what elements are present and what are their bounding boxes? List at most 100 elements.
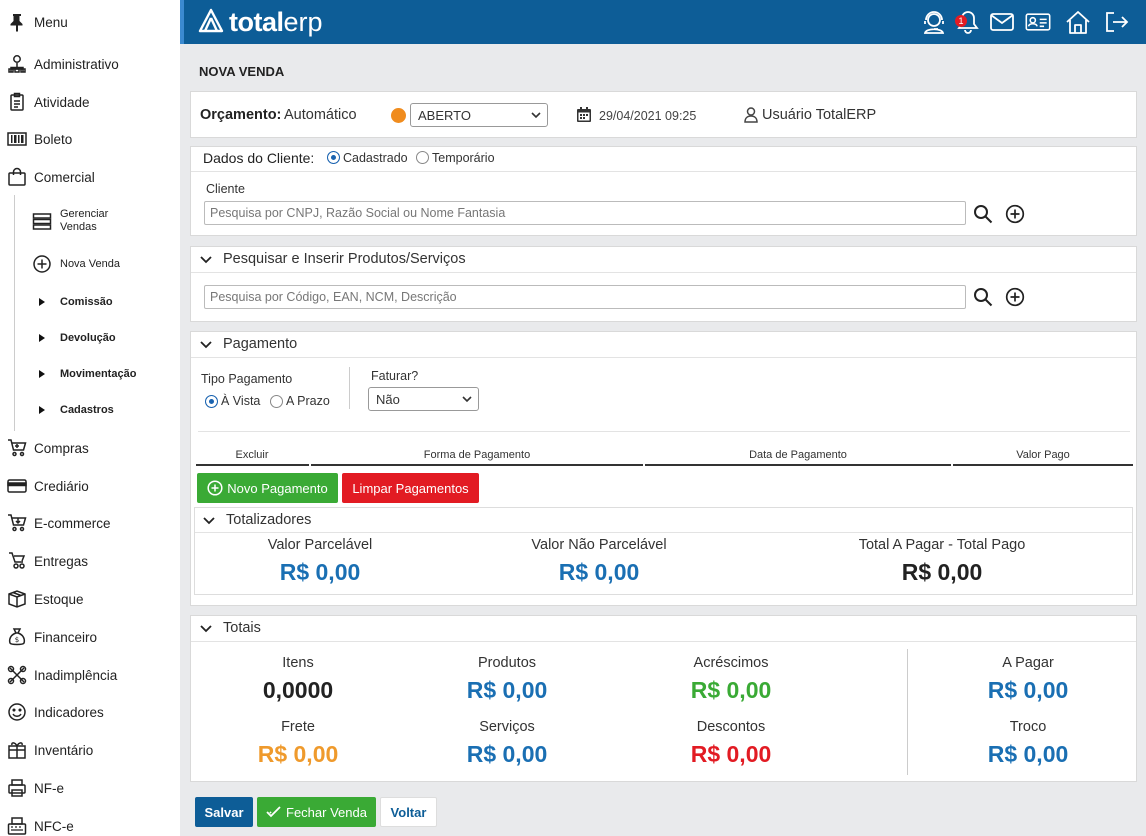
- col-header-excluir[interactable]: Excluir: [235, 449, 269, 461]
- total-a-pagar-value: R$ 0,00: [901, 559, 983, 585]
- chevron-down-icon[interactable]: [200, 625, 212, 633]
- sidebar-subitem-label: Nova Venda: [60, 258, 120, 270]
- a-pagar-label: A Pagar: [1002, 655, 1054, 671]
- sidebar-menu-toggle[interactable]: Menu: [0, 7, 180, 37]
- bell-icon[interactable]: [955, 9, 981, 35]
- sidebar-subitem-gerenciar-vendas[interactable]: Gerenciar Vendas: [0, 205, 180, 235]
- id-card-icon[interactable]: [1025, 9, 1051, 35]
- sidebar-item-label: Estoque: [34, 591, 84, 607]
- col-header-forma-pagamento[interactable]: Forma de Pagamento: [423, 449, 531, 461]
- salvar-label: Salvar: [204, 804, 244, 820]
- radio-temporario[interactable]: [416, 151, 429, 164]
- sidebar-subitem-label: Cadastros: [60, 404, 114, 416]
- salvar-button[interactable]: Salvar: [195, 797, 253, 827]
- cliente-field-label: Cliente: [206, 182, 245, 196]
- double-check-icon: [266, 806, 281, 818]
- top-bar: total erp 1: [180, 0, 1146, 44]
- sidebar-subitem-nova-venda[interactable]: Nova Venda: [0, 252, 180, 276]
- sidebar-item-ecommerce[interactable]: E-commerce: [0, 508, 180, 538]
- sidebar-item-boleto[interactable]: Boleto: [0, 124, 180, 154]
- sidebar-subitem-devolucao[interactable]: Devolução: [0, 330, 180, 348]
- chevron-down-icon[interactable]: [200, 341, 212, 349]
- sidebar-subitem-movimentacao[interactable]: Movimentação: [0, 366, 180, 384]
- caret-right-icon: [39, 370, 45, 378]
- search-icon[interactable]: [973, 204, 993, 224]
- sidebar-item-compras[interactable]: Compras: [0, 433, 180, 463]
- produtos-card: [190, 246, 1137, 322]
- box-icon: [8, 590, 26, 608]
- produtos-section-title[interactable]: Pesquisar e Inserir Produtos/Serviços: [223, 251, 466, 267]
- logout-icon[interactable]: [1103, 9, 1129, 35]
- smiley-icon: [8, 703, 26, 721]
- barcode-icon: [7, 132, 27, 146]
- fechar-venda-label: Fechar Venda: [286, 804, 367, 820]
- totalizadores-panel: [194, 507, 1133, 595]
- add-circle-icon[interactable]: [1005, 287, 1025, 307]
- sidebar-item-indicadores[interactable]: Indicadores: [0, 697, 180, 727]
- sidebar-item-nfce[interactable]: NFC-e: [0, 811, 180, 836]
- fechar-venda-button[interactable]: Fechar Venda: [257, 797, 376, 827]
- add-circle-icon[interactable]: [1005, 204, 1025, 224]
- gift-box-icon: [8, 742, 26, 759]
- sidebar: Menu Administrativo Atividade Boleto Com…: [0, 0, 180, 836]
- table-header-rule: [196, 464, 309, 466]
- voltar-button[interactable]: Voltar: [380, 797, 437, 827]
- chevron-down-icon[interactable]: [203, 517, 215, 525]
- orcamento-value: Automático: [284, 107, 357, 123]
- sidebar-item-crediario[interactable]: Crediário: [0, 471, 180, 501]
- sidebar-item-label: NF-e: [34, 780, 64, 796]
- servicos-value: R$ 0,00: [466, 741, 548, 767]
- totalizadores-title[interactable]: Totalizadores: [226, 512, 312, 528]
- novo-pagamento-label: Novo Pagamento: [227, 480, 328, 496]
- sidebar-subitem-label: Devolução: [60, 332, 116, 344]
- novo-pagamento-button[interactable]: Novo Pagamento: [197, 473, 338, 503]
- tipo-pagamento-label: Tipo Pagamento: [201, 372, 293, 386]
- cart-icon: [8, 439, 27, 457]
- radio-a-vista[interactable]: [205, 395, 218, 408]
- cliente-search-input[interactable]: [204, 201, 966, 225]
- app-logo[interactable]: total erp: [196, 5, 323, 39]
- sidebar-item-label: Inventário: [34, 742, 94, 758]
- sidebar-item-label: Atividade: [34, 94, 90, 110]
- col-header-valor-pago[interactable]: Valor Pago: [1016, 449, 1070, 461]
- produto-search-input[interactable]: [204, 285, 966, 309]
- troco-value: R$ 0,00: [987, 741, 1069, 767]
- sidebar-subitem-cadastros[interactable]: Cadastros: [0, 402, 180, 420]
- caret-right-icon: [39, 298, 45, 306]
- sidebar-item-entregas[interactable]: Entregas: [0, 546, 180, 576]
- sidebar-item-inadimplencia[interactable]: Inadimplência: [0, 660, 180, 690]
- credit-card-icon: [7, 479, 27, 493]
- delivery-icon: [9, 552, 26, 569]
- totais-title[interactable]: Totais: [223, 620, 261, 636]
- sidebar-item-comercial[interactable]: Comercial: [0, 162, 180, 192]
- status-select[interactable]: ABERTO: [410, 103, 548, 127]
- totais-card: [190, 615, 1137, 782]
- troco-label: Troco: [1009, 719, 1047, 735]
- sidebar-subitem-comissao[interactable]: Comissão: [0, 294, 180, 312]
- sidebar-item-administrativo[interactable]: Administrativo: [0, 49, 180, 79]
- chevron-down-icon[interactable]: [200, 256, 212, 264]
- home-icon[interactable]: [1065, 9, 1091, 35]
- sidebar-item-nfe[interactable]: NF-e: [0, 773, 180, 803]
- support-agent-icon[interactable]: [921, 9, 947, 35]
- sidebar-item-atividade[interactable]: Atividade: [0, 87, 180, 117]
- svg-text:$: $: [15, 636, 19, 644]
- acrescimos-value: R$ 0,00: [690, 677, 772, 703]
- col-header-data-pagamento[interactable]: Data de Pagamento: [749, 449, 847, 461]
- sidebar-item-label: Boleto: [34, 131, 73, 147]
- sidebar-item-inventario[interactable]: Inventário: [0, 735, 180, 765]
- sidebar-item-estoque[interactable]: Estoque: [0, 584, 180, 614]
- radio-a-prazo[interactable]: [270, 395, 283, 408]
- page-title: NOVA VENDA: [199, 64, 285, 79]
- pagamento-section-title[interactable]: Pagamento: [223, 336, 298, 352]
- sidebar-item-financeiro[interactable]: $ Financeiro: [0, 622, 180, 652]
- faturar-select[interactable]: Não: [368, 387, 479, 411]
- limpar-pagamentos-button[interactable]: Limpar Pagamentos: [342, 473, 479, 503]
- radio-cadastrado[interactable]: [327, 151, 340, 164]
- mail-icon[interactable]: [989, 9, 1015, 35]
- produtos-value: R$ 0,00: [466, 677, 548, 703]
- search-icon[interactable]: [973, 287, 993, 307]
- table-header-rule: [645, 464, 951, 466]
- valor-nao-parcelavel-value: R$ 0,00: [558, 559, 640, 585]
- dados-cliente-label: Dados do Cliente:: [203, 150, 315, 166]
